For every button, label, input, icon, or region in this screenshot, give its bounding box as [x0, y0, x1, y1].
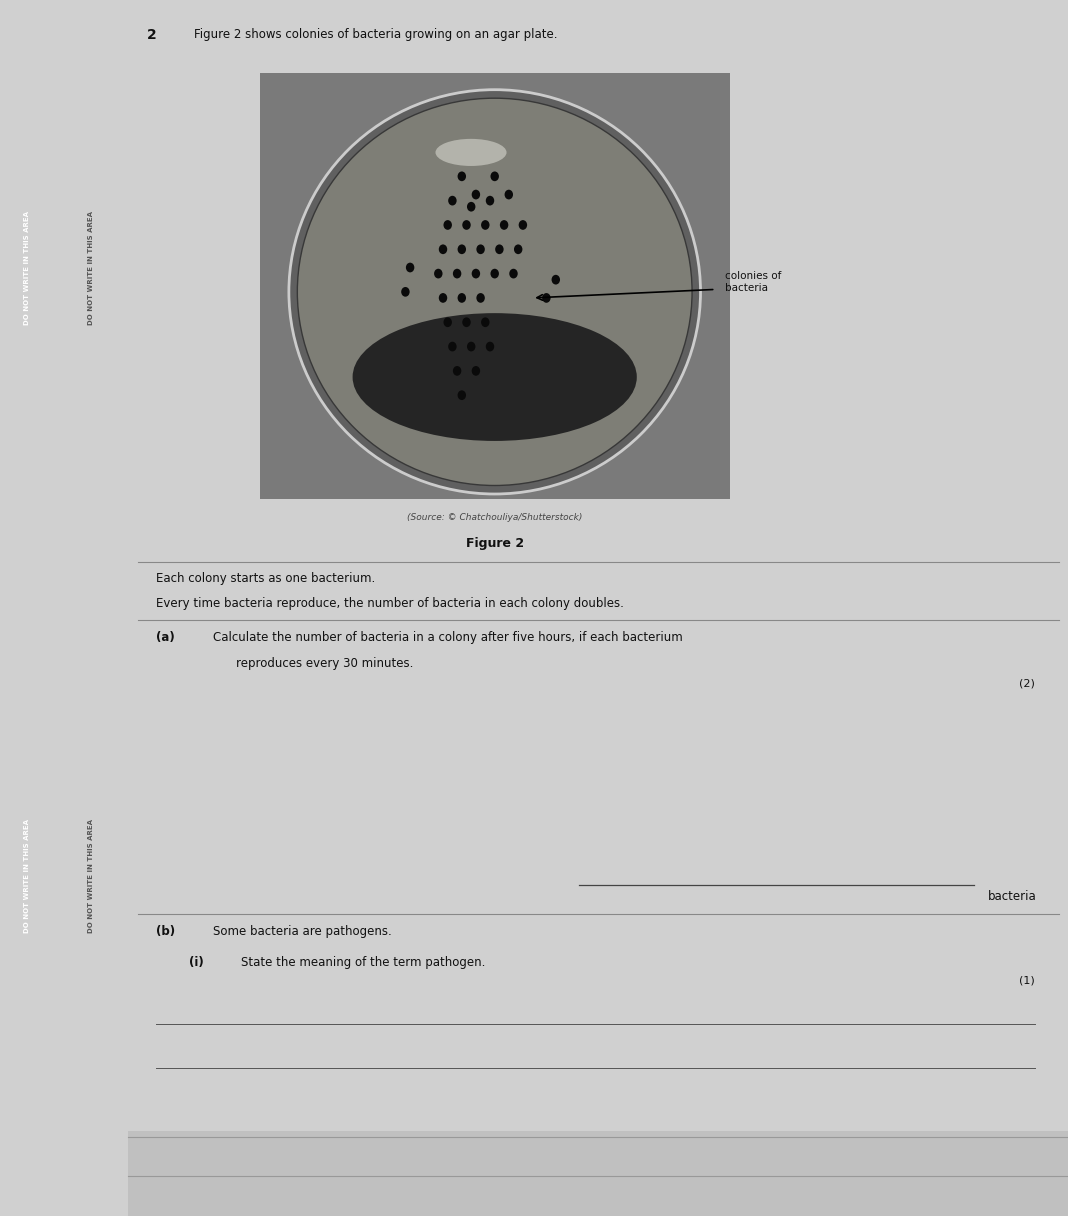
Ellipse shape — [443, 220, 452, 230]
Ellipse shape — [519, 220, 528, 230]
Text: Figure 2 shows colonies of bacteria growing on an agar plate.: Figure 2 shows colonies of bacteria grow… — [194, 28, 557, 41]
Ellipse shape — [457, 390, 466, 400]
Text: reproduces every 30 minutes.: reproduces every 30 minutes. — [236, 657, 413, 670]
Ellipse shape — [472, 190, 481, 199]
Text: (1): (1) — [1019, 975, 1035, 985]
Text: DO NOT WRITE IN THIS AREA: DO NOT WRITE IN THIS AREA — [23, 210, 30, 325]
Text: DO NOT WRITE IN THIS AREA: DO NOT WRITE IN THIS AREA — [88, 818, 94, 933]
Ellipse shape — [434, 269, 442, 278]
Ellipse shape — [406, 263, 414, 272]
Ellipse shape — [453, 269, 461, 278]
Text: (b): (b) — [156, 925, 175, 939]
Ellipse shape — [402, 287, 410, 297]
Text: Every time bacteria reproduce, the number of bacteria in each colony doubles.: Every time bacteria reproduce, the numbe… — [156, 597, 624, 610]
Ellipse shape — [439, 244, 447, 254]
Ellipse shape — [500, 220, 508, 230]
Ellipse shape — [462, 317, 471, 327]
Text: (2): (2) — [1019, 679, 1035, 688]
Text: (i): (i) — [189, 956, 204, 969]
Text: Some bacteria are pathogens.: Some bacteria are pathogens. — [213, 925, 392, 939]
Ellipse shape — [462, 220, 471, 230]
Ellipse shape — [481, 317, 489, 327]
Ellipse shape — [449, 342, 457, 351]
Ellipse shape — [449, 196, 457, 206]
Ellipse shape — [504, 190, 513, 199]
Bar — [260, 73, 729, 499]
Ellipse shape — [288, 90, 701, 494]
Ellipse shape — [352, 314, 637, 441]
Ellipse shape — [472, 269, 481, 278]
Text: DO NOT WRITE IN THIS AREA: DO NOT WRITE IN THIS AREA — [88, 210, 94, 325]
Ellipse shape — [472, 366, 481, 376]
Ellipse shape — [509, 269, 518, 278]
Ellipse shape — [467, 342, 475, 351]
Ellipse shape — [496, 244, 504, 254]
Ellipse shape — [297, 98, 692, 485]
Ellipse shape — [486, 342, 494, 351]
Ellipse shape — [436, 139, 506, 165]
Text: 2: 2 — [147, 28, 157, 43]
Ellipse shape — [481, 220, 489, 230]
Ellipse shape — [457, 293, 466, 303]
Ellipse shape — [457, 171, 466, 181]
Bar — [128, 1131, 1068, 1216]
Ellipse shape — [486, 196, 494, 206]
Text: bacteria: bacteria — [988, 890, 1037, 903]
Ellipse shape — [543, 293, 551, 303]
Text: (a): (a) — [156, 631, 175, 644]
Ellipse shape — [514, 244, 522, 254]
Ellipse shape — [476, 244, 485, 254]
Text: (Source: © Chatchouliya/Shutterstock): (Source: © Chatchouliya/Shutterstock) — [407, 513, 582, 522]
Ellipse shape — [490, 269, 499, 278]
Ellipse shape — [443, 317, 452, 327]
Ellipse shape — [439, 293, 447, 303]
Text: Each colony starts as one bacterium.: Each colony starts as one bacterium. — [156, 572, 376, 585]
Ellipse shape — [467, 202, 475, 212]
Text: colonies of
bacteria: colonies of bacteria — [725, 271, 782, 293]
Text: Figure 2: Figure 2 — [466, 537, 523, 551]
Text: Calculate the number of bacteria in a colony after five hours, if each bacterium: Calculate the number of bacteria in a co… — [213, 631, 682, 644]
Text: DO NOT WRITE IN THIS AREA: DO NOT WRITE IN THIS AREA — [23, 818, 30, 933]
Ellipse shape — [457, 244, 466, 254]
Ellipse shape — [453, 366, 461, 376]
Ellipse shape — [551, 275, 560, 285]
Ellipse shape — [476, 293, 485, 303]
Ellipse shape — [490, 171, 499, 181]
Text: State the meaning of the term pathogen.: State the meaning of the term pathogen. — [241, 956, 485, 969]
